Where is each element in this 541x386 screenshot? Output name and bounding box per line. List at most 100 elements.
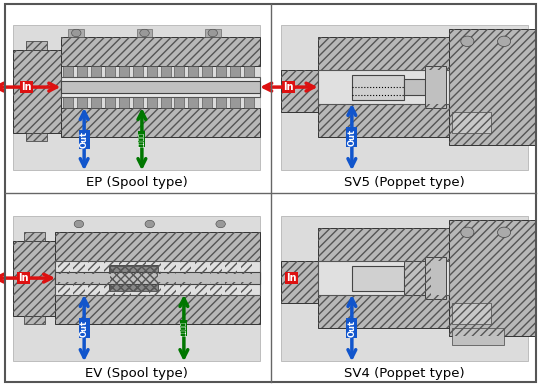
Bar bbox=[226, 261, 237, 274]
Bar bbox=[188, 66, 199, 77]
Bar bbox=[180, 261, 192, 274]
Circle shape bbox=[216, 220, 226, 228]
Bar bbox=[216, 66, 226, 77]
Bar bbox=[110, 266, 157, 291]
Bar bbox=[110, 266, 157, 291]
Bar bbox=[180, 282, 192, 295]
Bar bbox=[352, 74, 404, 100]
Bar bbox=[61, 37, 260, 66]
Bar bbox=[164, 261, 176, 274]
Bar bbox=[195, 282, 207, 295]
Bar bbox=[88, 282, 100, 295]
Bar bbox=[134, 261, 146, 274]
Bar bbox=[195, 282, 207, 295]
Bar bbox=[105, 66, 115, 77]
Bar bbox=[449, 220, 536, 336]
Bar bbox=[149, 261, 161, 274]
Bar bbox=[404, 261, 431, 295]
Bar bbox=[55, 232, 260, 261]
Bar bbox=[58, 282, 70, 295]
Bar bbox=[119, 261, 130, 274]
Bar bbox=[216, 98, 226, 108]
Bar bbox=[24, 316, 45, 324]
Bar bbox=[58, 282, 70, 295]
Bar bbox=[133, 66, 143, 77]
Bar bbox=[88, 261, 100, 274]
Bar bbox=[103, 282, 115, 295]
Circle shape bbox=[74, 220, 84, 228]
Bar bbox=[73, 261, 85, 274]
Bar bbox=[119, 282, 130, 295]
Bar bbox=[425, 257, 446, 299]
Bar bbox=[318, 104, 449, 137]
Bar bbox=[103, 261, 115, 274]
Bar bbox=[230, 66, 240, 77]
Bar bbox=[318, 70, 449, 104]
Bar bbox=[137, 29, 153, 37]
Bar bbox=[174, 98, 184, 108]
Bar bbox=[449, 29, 536, 146]
Text: In: In bbox=[18, 273, 29, 283]
Text: EV (Spool type): EV (Spool type) bbox=[85, 367, 188, 380]
Bar bbox=[73, 282, 85, 295]
Bar bbox=[61, 37, 260, 66]
Bar bbox=[61, 108, 260, 137]
Bar bbox=[58, 261, 70, 274]
Bar bbox=[210, 261, 222, 274]
Bar bbox=[161, 66, 170, 77]
Bar bbox=[210, 282, 222, 295]
Bar bbox=[164, 261, 176, 274]
Bar bbox=[119, 261, 130, 274]
Bar bbox=[210, 282, 222, 295]
Bar bbox=[27, 133, 48, 141]
Bar bbox=[149, 261, 161, 274]
Bar bbox=[77, 66, 87, 77]
Bar bbox=[241, 261, 253, 274]
Bar bbox=[281, 261, 318, 303]
Bar bbox=[449, 220, 536, 336]
Text: 파일럿압: 파일럿압 bbox=[181, 320, 187, 335]
Bar bbox=[318, 295, 449, 328]
Bar bbox=[91, 98, 101, 108]
Text: SV5 (Poppet type): SV5 (Poppet type) bbox=[344, 176, 465, 189]
Bar bbox=[452, 112, 491, 133]
Circle shape bbox=[71, 29, 81, 37]
Bar bbox=[103, 261, 115, 274]
Bar bbox=[61, 77, 260, 98]
Bar bbox=[63, 98, 73, 108]
Bar bbox=[226, 261, 237, 274]
Bar bbox=[55, 295, 260, 324]
Bar bbox=[188, 98, 199, 108]
Bar bbox=[55, 295, 260, 324]
Bar bbox=[202, 98, 212, 108]
Text: Out: Out bbox=[80, 130, 89, 148]
Bar bbox=[88, 261, 100, 274]
Bar bbox=[119, 66, 129, 77]
Bar bbox=[404, 79, 425, 95]
Bar bbox=[68, 29, 84, 37]
Text: SV4 (Poppet type): SV4 (Poppet type) bbox=[344, 367, 465, 380]
Bar bbox=[14, 240, 55, 316]
Bar bbox=[24, 316, 45, 324]
Bar bbox=[452, 303, 491, 324]
Bar bbox=[180, 282, 192, 295]
Bar bbox=[147, 66, 156, 77]
Bar bbox=[61, 81, 260, 93]
Bar bbox=[161, 98, 170, 108]
Circle shape bbox=[498, 36, 511, 47]
Bar bbox=[14, 25, 260, 170]
Circle shape bbox=[140, 29, 149, 37]
Circle shape bbox=[461, 36, 474, 47]
Bar bbox=[133, 98, 143, 108]
Bar bbox=[281, 261, 318, 303]
Bar bbox=[318, 37, 449, 70]
Circle shape bbox=[145, 220, 155, 228]
Bar bbox=[210, 261, 222, 274]
Bar bbox=[14, 216, 260, 361]
Bar bbox=[55, 272, 260, 284]
Bar bbox=[281, 70, 318, 112]
Bar bbox=[241, 282, 253, 295]
Bar bbox=[318, 261, 449, 295]
Bar bbox=[147, 98, 156, 108]
Bar bbox=[205, 29, 221, 37]
